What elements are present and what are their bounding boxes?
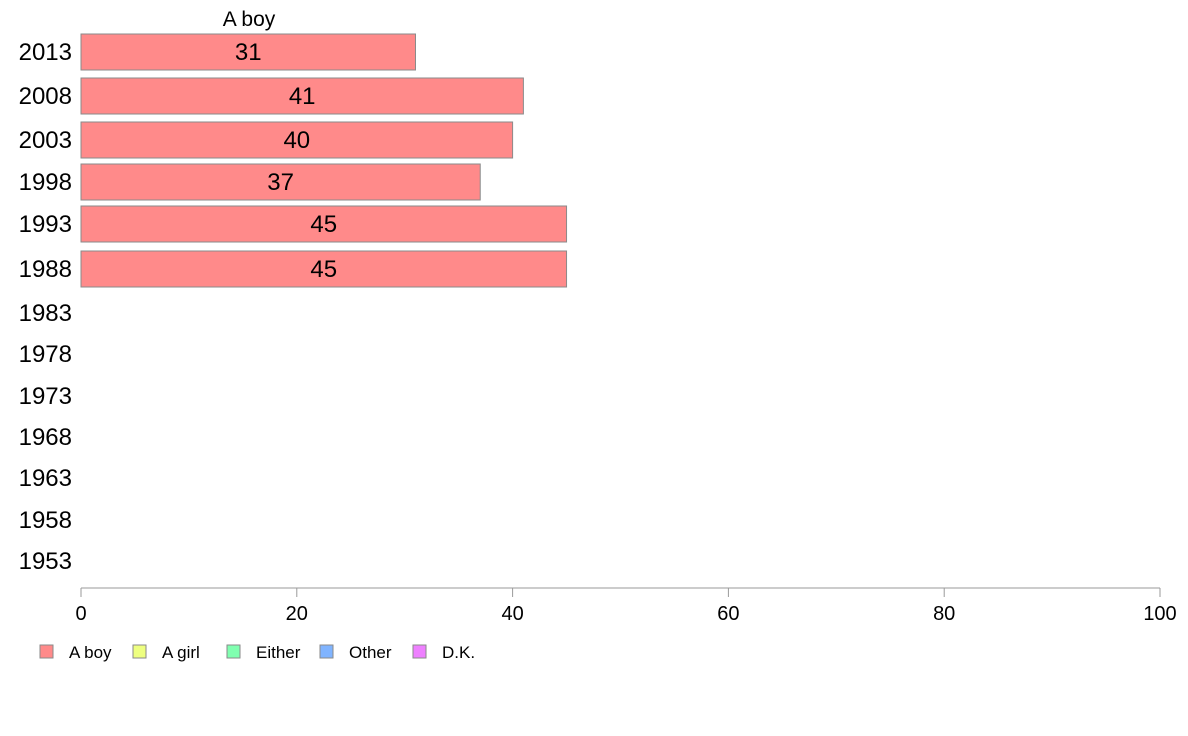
data-label: 41 — [289, 83, 316, 110]
y-tick-label: 1963 — [19, 465, 72, 492]
legend-swatch — [132, 644, 147, 659]
legend-label: A girl — [162, 643, 200, 662]
x-tick-label: 100 — [1143, 603, 1176, 625]
y-tick-label: 1958 — [19, 507, 72, 534]
bar — [80, 77, 524, 115]
y-axis: 2013 2008 2003 1998 1993 1988 1983 1978 1973 1968… — [19, 39, 72, 575]
x-tick-label: 60 — [717, 603, 739, 625]
bar — [80, 121, 514, 159]
data-label: 45 — [310, 256, 337, 283]
x-tick-label: 0 — [75, 603, 86, 625]
data-label: 45 — [310, 211, 337, 238]
legend-label: D.K. — [442, 643, 475, 662]
bar — [80, 33, 416, 71]
y-tick-label: 1978 — [19, 341, 72, 368]
y-tick-label: 1993 — [19, 211, 72, 238]
bars-layer — [80, 33, 568, 288]
y-tick-label: 1973 — [19, 383, 72, 410]
legend-label: A boy — [69, 643, 112, 662]
legend-swatch — [412, 644, 427, 659]
y-tick-label: 1953 — [19, 548, 72, 575]
x-tick-label: 40 — [501, 603, 523, 625]
legend-label: Other — [349, 643, 392, 662]
data-labels-layer: 31 41 40 37 45 45 — [235, 39, 337, 283]
column-title: A boy — [223, 8, 276, 31]
x-tick-label: 20 — [286, 603, 308, 625]
legend-swatch — [39, 644, 54, 659]
data-label: 31 — [235, 39, 262, 66]
y-tick-label: 1983 — [19, 300, 72, 327]
y-tick-label: 1998 — [19, 169, 72, 196]
y-tick-label: 2013 — [19, 39, 72, 66]
data-label: 37 — [267, 169, 294, 196]
legend-label: Either — [256, 643, 301, 662]
legend-swatch — [226, 644, 241, 659]
y-tick-label: 1988 — [19, 256, 72, 283]
x-axis: 0 20 40 60 80 100 — [75, 587, 1177, 625]
x-tick-label: 80 — [933, 603, 955, 625]
legend: A boy A girl Either Other D.K. — [39, 643, 475, 662]
bar — [80, 250, 568, 288]
bar — [80, 163, 481, 201]
data-label: 40 — [283, 127, 310, 154]
bar — [80, 205, 568, 243]
legend-swatch — [319, 644, 334, 659]
y-tick-label: 2003 — [19, 127, 72, 154]
y-tick-label: 2008 — [19, 83, 72, 110]
y-tick-label: 1968 — [19, 424, 72, 451]
